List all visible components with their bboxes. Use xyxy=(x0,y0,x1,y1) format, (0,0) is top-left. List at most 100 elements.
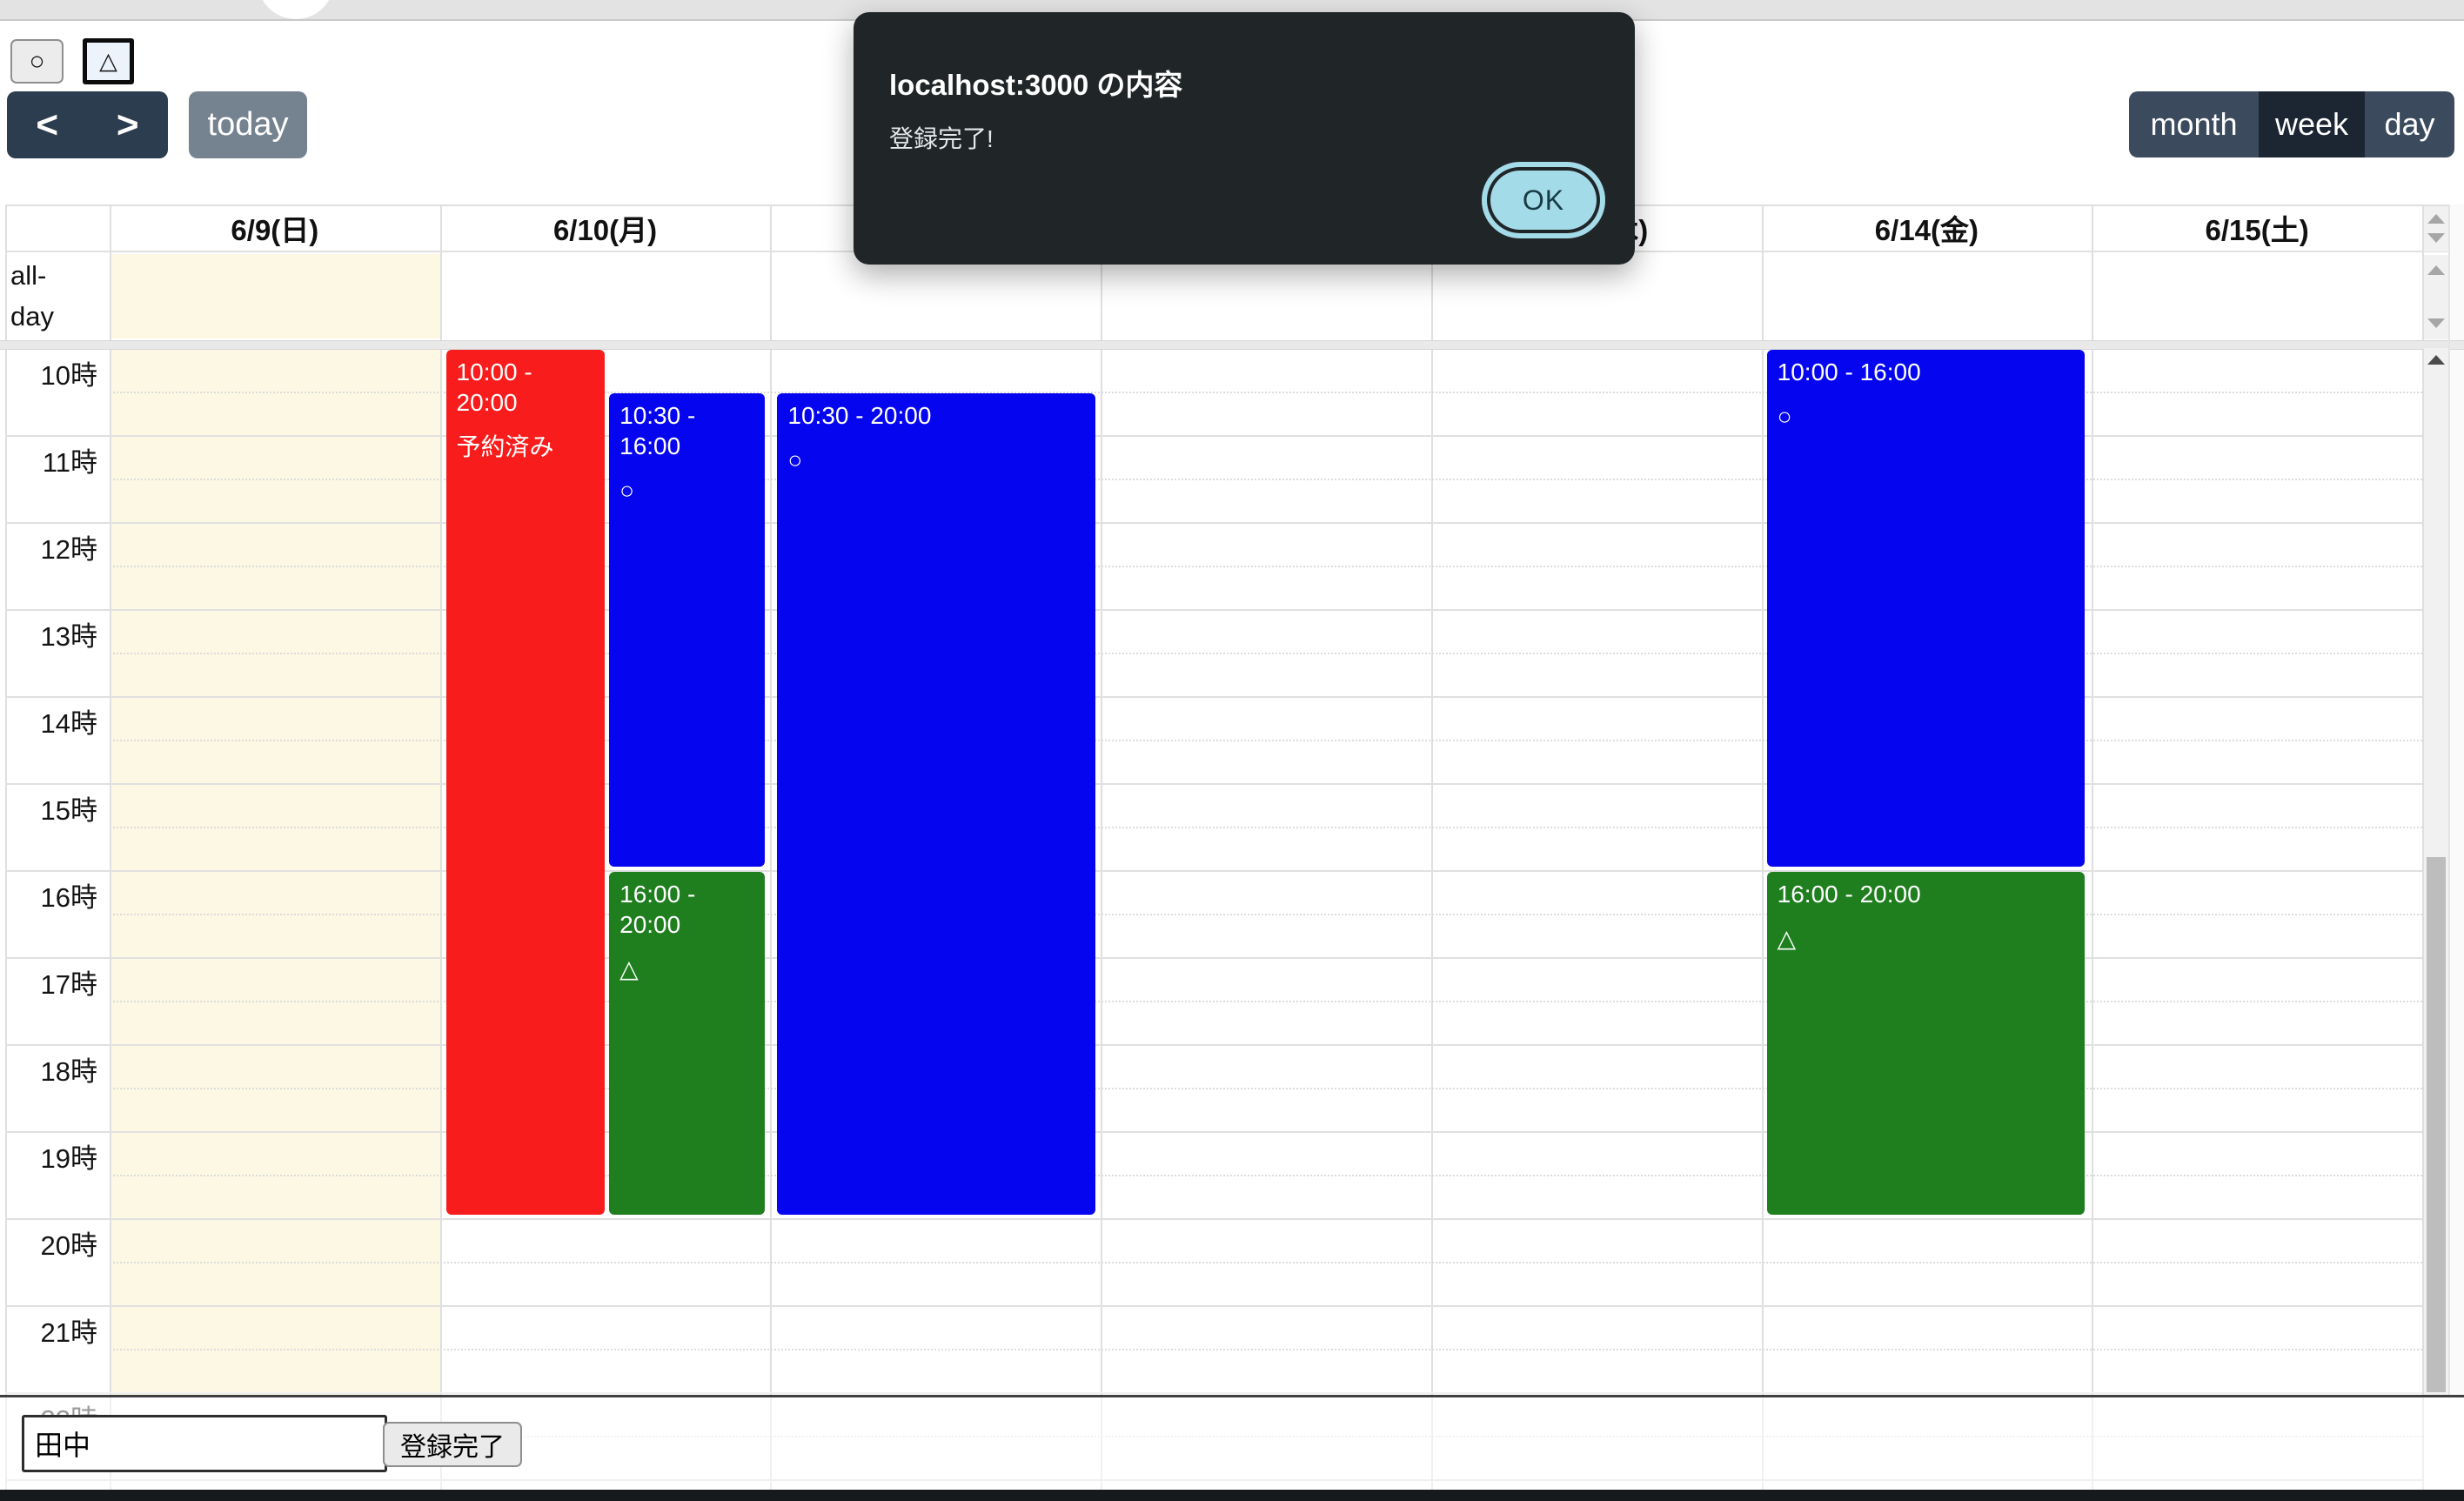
hour-label: 19時 xyxy=(40,1143,97,1174)
hour-label: 13時 xyxy=(40,621,97,652)
taskbar-edge xyxy=(0,1490,2464,1501)
event-green-2[interactable]: 16:00 - 20:00 △ xyxy=(609,872,766,1215)
header-scroll-down-icon[interactable] xyxy=(2427,233,2445,243)
half-hour-line xyxy=(110,653,2422,654)
hour-line xyxy=(5,957,2422,959)
chevron-right-icon: > xyxy=(116,103,139,146)
today-button[interactable]: today xyxy=(189,91,307,158)
hour-label: 20時 xyxy=(40,1230,97,1261)
nonbusiness-allday xyxy=(111,254,440,338)
half-hour-line xyxy=(110,566,2422,567)
hour-label: 15時 xyxy=(40,795,97,826)
column-border xyxy=(770,204,773,1395)
circle-icon: ○ xyxy=(29,46,45,76)
column-border-faint xyxy=(1430,1397,1433,1490)
hour-line xyxy=(5,1392,2422,1394)
event-title: △ xyxy=(1777,925,1797,952)
day-header-5: 6/14(金) xyxy=(1874,213,1979,246)
allday-scroll-up-icon[interactable] xyxy=(2427,265,2445,275)
hour-label: 21時 xyxy=(40,1317,97,1348)
table-left-border xyxy=(5,204,7,1395)
dialog-title: localhost:3000 の内容 xyxy=(889,69,1183,101)
view-month-button[interactable]: month xyxy=(2129,91,2259,157)
column-border xyxy=(1430,204,1433,1395)
hour-label: 12時 xyxy=(40,534,97,565)
triangle-shape-button[interactable]: △ xyxy=(83,38,134,84)
column-border-faint xyxy=(2092,1397,2094,1490)
view-week-button[interactable]: week xyxy=(2259,91,2365,157)
hour-line xyxy=(5,1044,2422,1046)
half-hour-line xyxy=(110,1088,2422,1089)
allday-timegrid-divider xyxy=(0,340,2464,350)
column-border xyxy=(1761,204,1764,1395)
column-border xyxy=(439,204,442,1395)
column-border xyxy=(2092,204,2094,1395)
event-blue-3[interactable]: 10:30 - 20:00 ○ xyxy=(777,393,1096,1215)
hour-label: 16時 xyxy=(40,882,97,913)
hour-label: 11時 xyxy=(42,447,97,478)
page-scroll-gutter xyxy=(2450,204,2464,1395)
hour-line xyxy=(5,1305,2422,1307)
day-header-0: 6/9(日) xyxy=(231,213,319,246)
half-hour-line xyxy=(110,914,2422,915)
dialog-message: 登録完了! xyxy=(889,125,994,152)
hour-label: 14時 xyxy=(40,708,97,739)
event-green-5[interactable]: 16:00 - 20:00 △ xyxy=(1766,872,2086,1215)
column-border xyxy=(2422,204,2424,1395)
day-header-6: 6/15(土) xyxy=(2205,213,2309,246)
timegrid-scroll-up-icon[interactable] xyxy=(2427,355,2445,365)
event-title: ○ xyxy=(619,477,635,504)
header-scrollbar-track[interactable] xyxy=(2424,206,2448,251)
half-hour-line xyxy=(110,827,2422,828)
view-switcher: month week day xyxy=(2129,91,2454,157)
allday-label: all-day xyxy=(10,260,54,332)
half-hour-line xyxy=(110,740,2422,741)
register-complete-button[interactable]: 登録完了 xyxy=(383,1422,522,1467)
alert-dialog: localhost:3000 の内容 登録完了! OK xyxy=(854,12,1635,265)
column-border-faint xyxy=(1101,1397,1103,1490)
event-blue-1[interactable]: 10:30 - 16:00 ○ xyxy=(609,393,766,867)
event-title: ○ xyxy=(1777,403,1792,430)
prev-button[interactable]: < xyxy=(7,104,88,147)
timegrid-scrollbar-thumb[interactable] xyxy=(2427,857,2446,1392)
dialog-ok-button[interactable]: OK xyxy=(1482,162,1605,238)
circle-shape-button[interactable]: ○ xyxy=(10,39,64,84)
event-time: 16:00 - 20:00 xyxy=(619,881,696,938)
table-left-border-faint xyxy=(5,1397,7,1490)
column-border-faint xyxy=(2422,1397,2424,1490)
day-header-1: 6/10(月) xyxy=(552,213,658,246)
allday-scroll-down-icon[interactable] xyxy=(2427,318,2445,328)
event-time: 10:00 - 20:00 xyxy=(456,358,532,416)
hour-line xyxy=(5,1218,2422,1220)
hour-label: 10時 xyxy=(40,360,97,391)
hour-line xyxy=(5,609,2422,611)
event-red-0[interactable]: 10:00 - 20:00 予約済み xyxy=(445,350,605,1215)
calendar-nav-group: < > xyxy=(7,91,168,158)
event-time: 10:30 - 20:00 xyxy=(787,402,932,429)
event-title: 予約済み xyxy=(456,433,554,460)
hour-line xyxy=(5,783,2422,785)
event-time: 10:30 - 16:00 xyxy=(619,402,696,459)
event-time: 10:00 - 16:00 xyxy=(1777,358,1921,385)
hour-label: 18時 xyxy=(40,1056,97,1087)
view-day-button[interactable]: day xyxy=(2365,91,2454,157)
header-scroll-up-icon[interactable] xyxy=(2427,214,2445,224)
column-border-faint xyxy=(1761,1397,1764,1490)
name-input[interactable] xyxy=(22,1415,387,1472)
event-blue-4[interactable]: 10:00 - 16:00 ○ xyxy=(1766,350,2086,867)
half-hour-line xyxy=(110,479,2422,480)
hour-line xyxy=(5,1479,2422,1481)
event-title: ○ xyxy=(787,446,803,473)
half-hour-line xyxy=(110,1001,2422,1002)
hour-line xyxy=(5,522,2422,524)
hour-line xyxy=(5,870,2422,872)
next-button[interactable]: > xyxy=(88,104,169,147)
scrollbar-border xyxy=(2448,204,2450,1395)
half-hour-line xyxy=(110,1349,2422,1350)
chevron-left-icon: < xyxy=(36,103,59,146)
half-hour-line xyxy=(110,1436,2422,1437)
event-title: △ xyxy=(619,955,639,982)
half-hour-line xyxy=(110,1175,2422,1176)
hour-line xyxy=(5,435,2422,437)
